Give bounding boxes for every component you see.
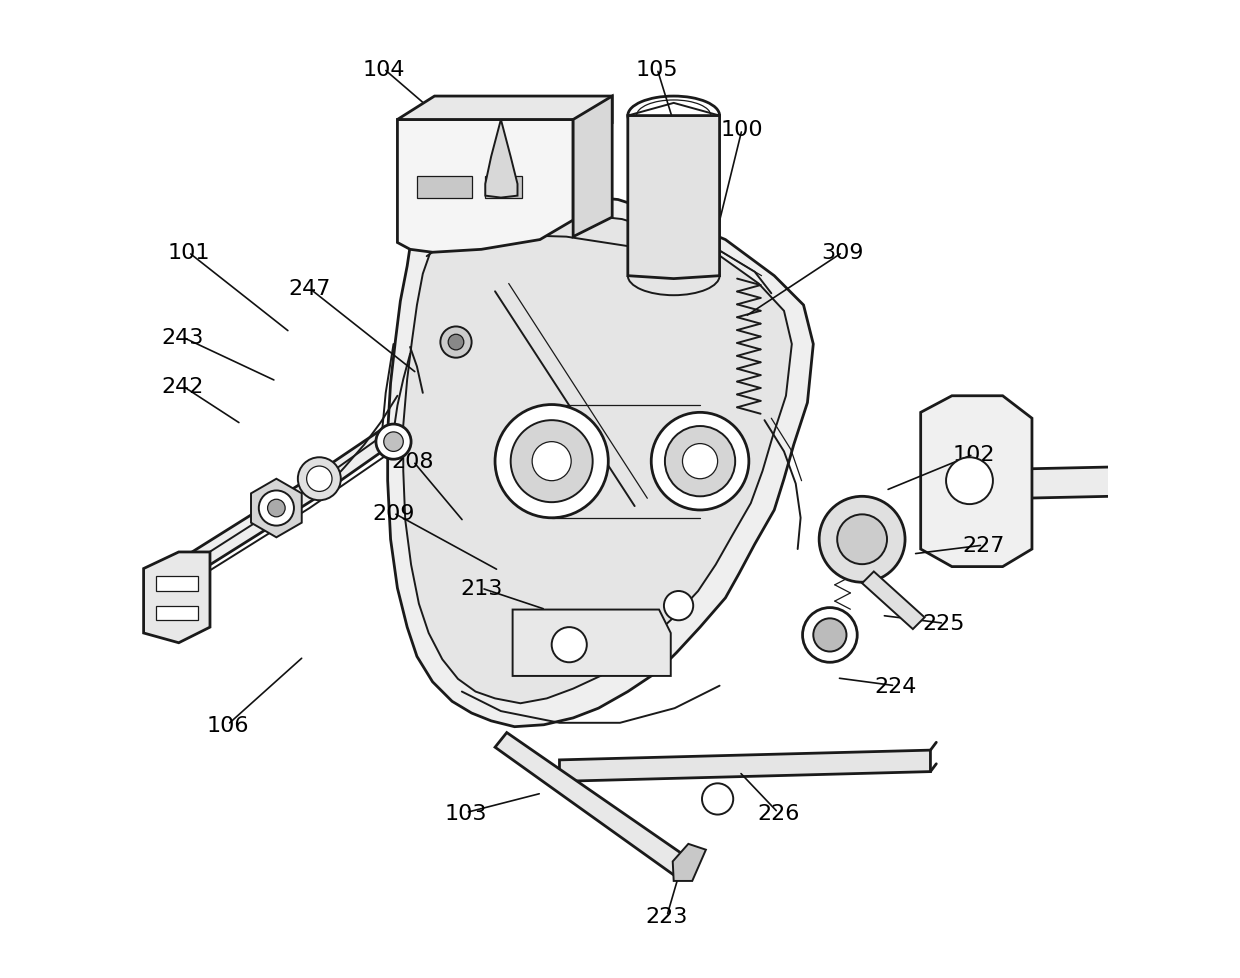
Polygon shape	[512, 610, 671, 676]
Polygon shape	[495, 733, 691, 877]
Polygon shape	[627, 116, 719, 280]
Polygon shape	[250, 479, 301, 538]
Polygon shape	[403, 212, 792, 703]
Circle shape	[682, 444, 718, 479]
Circle shape	[495, 405, 609, 518]
Text: 224: 224	[874, 676, 916, 696]
Text: 227: 227	[962, 536, 1004, 556]
Polygon shape	[485, 177, 522, 199]
Polygon shape	[573, 97, 613, 238]
Polygon shape	[398, 97, 613, 123]
Circle shape	[383, 432, 403, 452]
Polygon shape	[388, 195, 813, 727]
Circle shape	[511, 421, 593, 503]
Polygon shape	[673, 844, 706, 881]
Text: 209: 209	[372, 504, 414, 523]
Polygon shape	[930, 467, 1110, 501]
Circle shape	[448, 334, 464, 350]
Polygon shape	[144, 553, 210, 644]
Text: 100: 100	[720, 120, 764, 140]
Circle shape	[820, 497, 905, 583]
Circle shape	[802, 608, 857, 662]
Text: 103: 103	[444, 803, 487, 822]
Polygon shape	[398, 120, 573, 253]
Polygon shape	[156, 606, 198, 621]
Circle shape	[946, 458, 993, 505]
Polygon shape	[559, 750, 930, 781]
Polygon shape	[485, 120, 517, 199]
Text: 243: 243	[161, 328, 203, 348]
Circle shape	[532, 442, 572, 481]
Text: 102: 102	[952, 445, 994, 465]
Circle shape	[702, 783, 733, 815]
Circle shape	[259, 491, 294, 526]
Polygon shape	[417, 177, 471, 199]
Text: 247: 247	[289, 279, 331, 299]
Text: 106: 106	[206, 715, 249, 735]
Circle shape	[663, 592, 693, 621]
Circle shape	[651, 413, 749, 511]
Text: 225: 225	[923, 613, 966, 634]
Circle shape	[665, 426, 735, 497]
Circle shape	[306, 467, 332, 492]
Polygon shape	[920, 396, 1032, 567]
Polygon shape	[156, 428, 388, 589]
Circle shape	[813, 619, 847, 652]
Circle shape	[376, 424, 412, 460]
Text: 309: 309	[821, 243, 864, 263]
Circle shape	[440, 327, 471, 358]
Text: 213: 213	[460, 578, 502, 599]
Circle shape	[552, 628, 587, 662]
Text: 226: 226	[756, 803, 800, 822]
Text: 208: 208	[392, 452, 434, 471]
Text: 101: 101	[167, 243, 210, 263]
Text: 105: 105	[636, 60, 678, 79]
Circle shape	[268, 500, 285, 517]
Circle shape	[837, 514, 887, 564]
Text: 242: 242	[161, 377, 203, 397]
Polygon shape	[156, 577, 198, 592]
Polygon shape	[862, 572, 925, 630]
Text: 104: 104	[362, 60, 405, 79]
Text: 223: 223	[646, 907, 688, 926]
Circle shape	[298, 458, 341, 501]
